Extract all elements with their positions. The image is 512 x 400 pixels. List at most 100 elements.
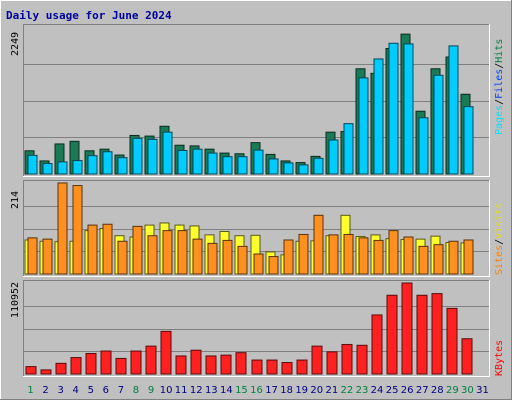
legend-item: /: [494, 99, 505, 105]
bar-files-day-22: [343, 123, 354, 175]
bar-kbytes-day-11: [175, 355, 187, 375]
bar-files-day-30: [463, 106, 474, 175]
chart-title: Daily usage for June 2024: [6, 9, 172, 22]
bar-files-day-28: [433, 74, 444, 175]
bar-files-day-8: [132, 137, 143, 175]
bar-files-day-21: [328, 139, 339, 175]
bar-kbytes-day-10: [160, 330, 172, 375]
x-tick-label-day-1: 1: [27, 385, 33, 396]
bar-sites-day-29: [448, 240, 459, 275]
bar-sites-day-3: [57, 182, 68, 275]
bar-sites-day-7: [117, 240, 128, 275]
bar-files-day-14: [222, 156, 233, 175]
bar-files-day-9: [147, 138, 158, 175]
y-axis-max-label: 2249: [10, 32, 21, 56]
x-tick-label-day-6: 6: [103, 385, 109, 396]
bar-kbytes-day-9: [145, 345, 157, 375]
x-tick-label-day-30: 30: [461, 385, 474, 396]
bar-sites-day-23: [358, 237, 369, 275]
x-tick-label-day-9: 9: [148, 385, 154, 396]
x-tick-label-day-7: 7: [118, 385, 124, 396]
bar-kbytes-day-30: [461, 338, 473, 375]
legend: Pages/Files/Hits: [494, 39, 505, 135]
bar-files-day-25: [388, 42, 399, 175]
legend-item: /: [494, 63, 505, 69]
legend: KBytes: [494, 340, 505, 376]
bar-sites-day-16: [253, 253, 264, 275]
bar-files-day-29: [448, 45, 459, 175]
bar-kbytes-day-23: [356, 344, 368, 375]
x-tick-label-day-25: 25: [386, 385, 399, 396]
bar-kbytes-day-7: [115, 357, 127, 375]
bar-sites-day-20: [313, 214, 324, 275]
x-tick-label-day-14: 14: [220, 385, 233, 396]
bar-kbytes-day-6: [100, 350, 112, 375]
bar-sites-day-8: [132, 225, 143, 275]
x-tick-label-day-10: 10: [160, 385, 173, 396]
bar-kbytes-day-5: [85, 352, 97, 375]
bar-files-day-23: [358, 77, 369, 175]
panel-visits-sites: 214 Sites/Visits: [10, 180, 505, 277]
bar-sites-day-26: [403, 236, 414, 275]
x-tick-label-day-26: 26: [401, 385, 414, 396]
bar-sites-day-1: [27, 237, 38, 275]
x-tick-label-day-21: 21: [325, 385, 338, 396]
bar-sites-day-10: [162, 230, 173, 275]
legend-item: KBytes: [494, 340, 505, 376]
bar-kbytes-day-13: [205, 355, 217, 375]
x-tick-label-day-15: 15: [235, 385, 248, 396]
bar-files-day-15: [237, 156, 248, 175]
bar-sites-day-17: [268, 256, 279, 275]
bar-files-day-16: [253, 149, 264, 175]
bar-sites-day-4: [72, 185, 83, 275]
legend-item: Pages: [494, 105, 505, 135]
bar-files-day-4: [72, 160, 83, 175]
bar-sites-day-18: [283, 239, 294, 275]
bar-kbytes-day-29: [446, 307, 458, 375]
bar-sites-day-2: [42, 238, 53, 275]
bar-sites-day-15: [237, 245, 248, 275]
bar-kbytes-day-4: [70, 357, 82, 375]
bar-sites-day-12: [192, 238, 203, 275]
bar-files-day-26: [403, 43, 414, 175]
bar-files-day-12: [192, 148, 203, 175]
bar-kbytes-day-14: [220, 354, 232, 375]
bar-sites-day-19: [298, 233, 309, 275]
bar-kbytes-day-16: [251, 359, 263, 375]
bar-sites-day-14: [222, 239, 233, 275]
bar-kbytes-day-27: [416, 294, 428, 375]
bar-sites-day-24: [373, 239, 384, 275]
bar-files-day-10: [162, 131, 173, 175]
bar-files-day-3: [57, 161, 68, 175]
x-tick-label-day-29: 29: [446, 385, 459, 396]
bar-sites-day-13: [207, 242, 218, 275]
legend-item: Hits: [494, 39, 505, 63]
bar-files-day-24: [373, 58, 384, 175]
bar-sites-day-25: [388, 230, 399, 275]
bar-kbytes-day-22: [341, 343, 353, 375]
bar-kbytes-day-3: [55, 362, 67, 375]
bar-kbytes-day-28: [431, 293, 443, 375]
bar-kbytes-day-1: [25, 366, 37, 375]
x-tick-label-day-28: 28: [431, 385, 444, 396]
x-tick-label-day-17: 17: [265, 385, 278, 396]
bar-kbytes-day-8: [130, 350, 142, 375]
x-tick-label-day-24: 24: [371, 385, 384, 396]
legend-item: Sites: [494, 245, 505, 275]
legend-item: Files: [494, 69, 505, 99]
bar-kbytes-day-20: [311, 345, 323, 375]
bar-sites-day-6: [102, 223, 113, 275]
x-tick-label-day-19: 19: [295, 385, 308, 396]
bar-kbytes-day-21: [326, 351, 338, 375]
legend: Sites/Visits: [494, 203, 505, 275]
bar-sites-day-28: [433, 244, 444, 275]
bar-kbytes-day-2: [40, 369, 52, 375]
x-tick-label-day-18: 18: [280, 385, 293, 396]
bar-files-day-19: [298, 164, 309, 175]
bar-files-day-13: [207, 152, 218, 175]
bar-files-day-17: [268, 158, 279, 175]
x-tick-label-day-2: 2: [42, 385, 48, 396]
legend-item: Visits: [494, 203, 505, 239]
bar-files-day-1: [27, 154, 38, 175]
bar-sites-day-11: [177, 230, 188, 275]
